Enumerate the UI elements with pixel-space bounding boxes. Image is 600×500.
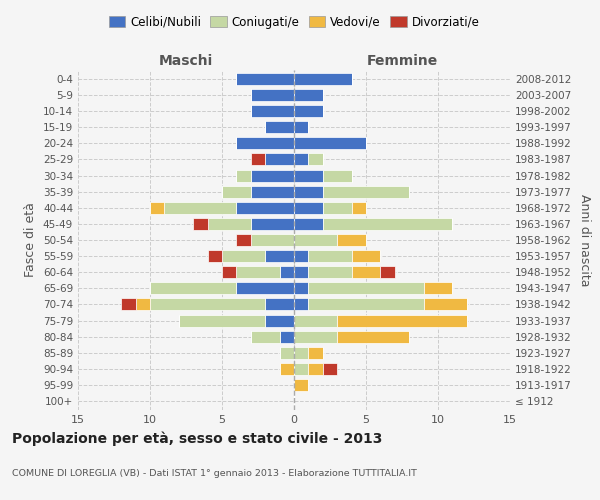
Bar (236, 202, 294, 214)
Bar (236, 234, 251, 246)
Bar (294, 89, 323, 101)
Text: COMUNE DI LOREGLIA (VB) - Dati ISTAT 1° gennaio 2013 - Elaborazione TUTTITALIA.I: COMUNE DI LOREGLIA (VB) - Dati ISTAT 1° … (12, 469, 417, 478)
Bar (352, 250, 380, 262)
Bar (424, 298, 467, 310)
Bar (179, 314, 265, 326)
Bar (337, 330, 409, 342)
Bar (323, 186, 409, 198)
Bar (150, 282, 236, 294)
Bar (251, 186, 294, 198)
Bar (308, 298, 424, 310)
Bar (294, 363, 308, 375)
Bar (308, 250, 352, 262)
Bar (164, 202, 236, 214)
Bar (251, 218, 294, 230)
Bar (308, 282, 424, 294)
Bar (294, 154, 308, 166)
Bar (294, 170, 323, 181)
Text: Popolazione per età, sesso e stato civile - 2013: Popolazione per età, sesso e stato civil… (12, 431, 382, 446)
Bar (150, 202, 164, 214)
Bar (280, 347, 294, 359)
Bar (251, 170, 294, 181)
Bar (424, 282, 452, 294)
Bar (222, 266, 236, 278)
Bar (208, 218, 251, 230)
Bar (308, 154, 323, 166)
Bar (294, 282, 308, 294)
Y-axis label: Anni di nascita: Anni di nascita (578, 194, 591, 286)
Bar (337, 314, 467, 326)
Bar (323, 363, 337, 375)
Bar (265, 314, 294, 326)
Bar (380, 266, 395, 278)
Bar (265, 298, 294, 310)
Bar (251, 105, 294, 117)
Bar (294, 73, 352, 85)
Bar (193, 218, 208, 230)
Legend: Celibi/Nubili, Coniugati/e, Vedovi/e, Divorziati/e: Celibi/Nubili, Coniugati/e, Vedovi/e, Di… (104, 11, 484, 34)
Y-axis label: Fasce di età: Fasce di età (25, 202, 37, 278)
Bar (308, 266, 352, 278)
Bar (294, 105, 323, 117)
Bar (251, 89, 294, 101)
Bar (251, 234, 294, 246)
Bar (352, 202, 366, 214)
Bar (236, 138, 294, 149)
Bar (308, 363, 323, 375)
Bar (294, 379, 308, 391)
Bar (280, 363, 294, 375)
Bar (236, 73, 294, 85)
Bar (222, 186, 251, 198)
Bar (280, 266, 294, 278)
Bar (294, 330, 337, 342)
Bar (352, 266, 380, 278)
Bar (294, 202, 323, 214)
Bar (294, 121, 308, 133)
Bar (294, 266, 308, 278)
Bar (280, 330, 294, 342)
Bar (121, 298, 136, 310)
Bar (222, 250, 265, 262)
Bar (265, 154, 294, 166)
Bar (308, 347, 323, 359)
Bar (294, 138, 366, 149)
Bar (294, 234, 337, 246)
Bar (208, 250, 222, 262)
Bar (323, 202, 352, 214)
Bar (337, 234, 366, 246)
Bar (265, 250, 294, 262)
Bar (251, 330, 280, 342)
Bar (294, 347, 308, 359)
Bar (265, 121, 294, 133)
Text: Femmine: Femmine (367, 54, 437, 68)
Text: Maschi: Maschi (159, 54, 213, 68)
Bar (236, 170, 251, 181)
Bar (294, 218, 323, 230)
Bar (236, 282, 294, 294)
Bar (294, 314, 337, 326)
Bar (294, 298, 308, 310)
Bar (294, 250, 308, 262)
Bar (251, 154, 265, 166)
Bar (323, 170, 352, 181)
Bar (136, 298, 150, 310)
Bar (236, 266, 280, 278)
Bar (323, 218, 452, 230)
Bar (294, 186, 323, 198)
Bar (150, 298, 265, 310)
